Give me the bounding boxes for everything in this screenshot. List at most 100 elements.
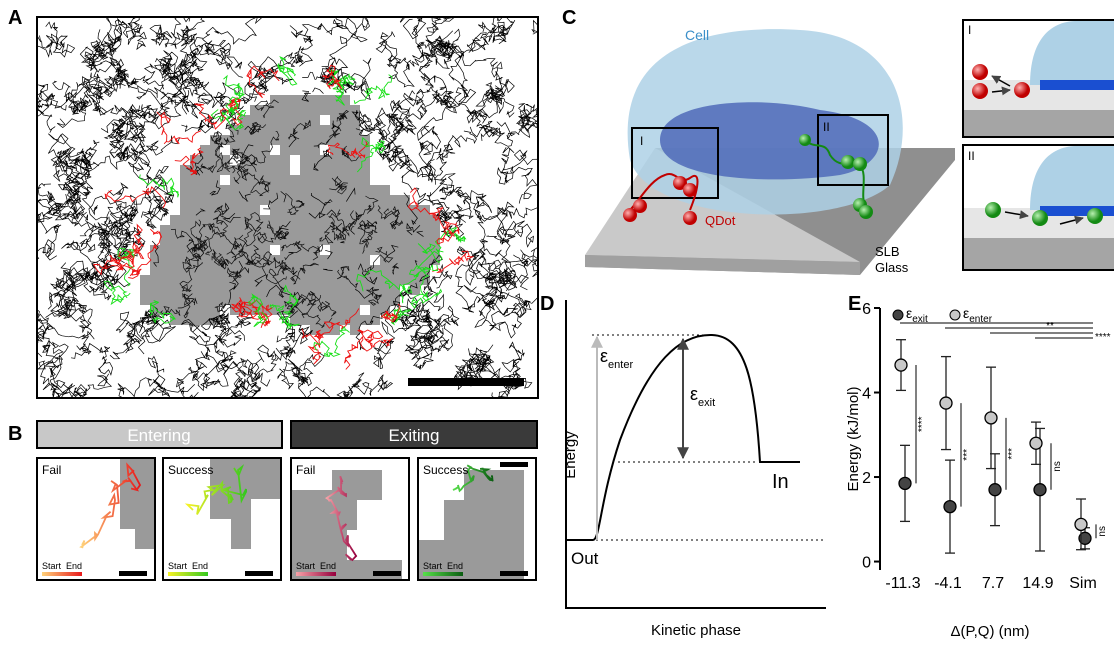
inset-title: Success xyxy=(168,463,213,477)
qdot-label: QDot xyxy=(705,213,736,228)
track xyxy=(104,281,130,304)
region-label: II xyxy=(823,120,830,134)
point xyxy=(1075,518,1087,530)
track xyxy=(497,167,536,204)
track xyxy=(216,350,237,375)
qdot xyxy=(972,83,988,99)
scale-bar xyxy=(408,378,524,386)
point xyxy=(940,397,952,409)
scale-bar xyxy=(245,571,273,576)
inset-I: I xyxy=(963,20,1114,137)
track xyxy=(486,202,515,244)
y-tick-label: 6 xyxy=(862,301,871,318)
track xyxy=(475,298,505,331)
glass xyxy=(964,238,1114,269)
trajectory-map xyxy=(0,0,579,431)
cell-label: Cell xyxy=(685,27,709,43)
x-tick-label: -4.1 xyxy=(934,575,962,592)
qdot xyxy=(1014,82,1030,98)
track xyxy=(504,301,531,338)
colorbar-start: Start xyxy=(42,561,62,571)
track xyxy=(481,250,525,324)
subscript: enter xyxy=(608,359,633,371)
track xyxy=(177,340,211,394)
header-text: Entering xyxy=(127,426,190,445)
track xyxy=(376,32,414,87)
region-label: I xyxy=(640,134,643,148)
y-tick-label: 4 xyxy=(862,386,871,403)
track xyxy=(425,131,477,185)
track xyxy=(194,104,228,129)
inset-title: Fail xyxy=(296,463,315,477)
colorbar-start: Start xyxy=(423,561,443,571)
colorbar xyxy=(42,572,82,576)
point xyxy=(895,359,907,371)
pair-label: ns xyxy=(1052,461,1063,472)
colorbar-end: End xyxy=(192,561,208,571)
track xyxy=(0,41,53,58)
y-tick-label: 0 xyxy=(862,555,871,572)
track xyxy=(23,199,62,260)
track xyxy=(132,225,143,265)
scale-bar xyxy=(373,571,401,576)
track xyxy=(420,95,456,118)
legend-label: εexit xyxy=(906,305,928,325)
pair-label: *** xyxy=(1007,448,1018,460)
y-axis-label: Energy (kJ/mol) xyxy=(845,386,862,491)
x-tick-label: Sim xyxy=(1069,575,1097,592)
track xyxy=(290,14,348,43)
track xyxy=(412,325,450,360)
track xyxy=(0,109,55,144)
track xyxy=(198,83,239,108)
track xyxy=(502,140,563,172)
point xyxy=(1034,484,1046,496)
qdot xyxy=(841,155,855,169)
track xyxy=(442,29,503,77)
inset-title: Success xyxy=(423,463,468,477)
track xyxy=(150,25,176,47)
in-label: In xyxy=(772,471,789,493)
qdot xyxy=(859,205,873,219)
track xyxy=(345,330,373,370)
qdot xyxy=(972,64,988,80)
symbol: ε xyxy=(600,346,608,366)
protein xyxy=(1040,80,1114,90)
colorbar-end: End xyxy=(320,561,336,571)
track xyxy=(193,351,230,390)
track xyxy=(374,322,395,369)
exit-label: εexit xyxy=(690,384,715,409)
track xyxy=(110,312,141,359)
track xyxy=(141,192,174,229)
colorbar-end: End xyxy=(66,561,82,571)
qdot xyxy=(985,202,1001,218)
slb-label: SLB xyxy=(875,244,900,259)
track xyxy=(354,75,392,104)
y-axis-label: Energy xyxy=(562,431,579,479)
inset-title: Fail xyxy=(42,463,61,477)
symbol: ε xyxy=(690,384,698,404)
scale-bar xyxy=(119,571,147,576)
point xyxy=(899,477,911,489)
track xyxy=(43,341,69,377)
enter-label: εenter xyxy=(600,346,633,371)
track xyxy=(148,379,198,414)
colorbar-end: End xyxy=(447,561,463,571)
pair-label: ns xyxy=(1097,526,1108,537)
point xyxy=(1030,437,1042,449)
energy-diagram: Energy Kinetic phase εenter εexit Out In xyxy=(562,300,826,639)
legend-marker xyxy=(893,310,903,320)
x-tick-label: 7.7 xyxy=(982,575,1004,592)
track xyxy=(46,22,75,57)
track xyxy=(313,88,324,94)
pair-label: *** xyxy=(962,449,973,461)
track xyxy=(105,187,166,208)
track xyxy=(519,88,579,126)
track xyxy=(490,15,515,43)
scale-bar xyxy=(500,571,528,576)
glass-label: Glass xyxy=(875,260,909,275)
track xyxy=(426,0,454,44)
significance-label: ** xyxy=(1046,321,1054,332)
